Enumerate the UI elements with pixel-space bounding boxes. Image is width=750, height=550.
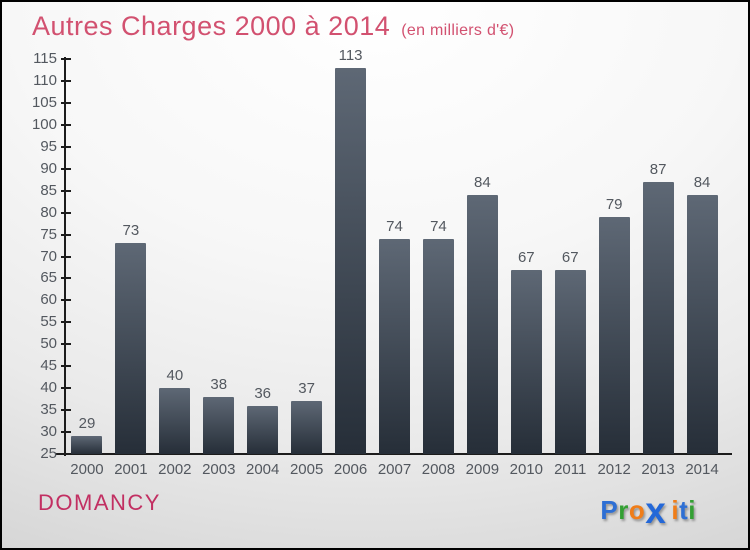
y-axis-tick [61,79,71,82]
y-axis-tick-label: 35 [40,401,57,419]
y-axis-tick-label: 25 [40,445,57,462]
y-axis-tick [61,211,71,214]
y-axis-tick-label: 110 [33,71,57,89]
bar-value-label: 37 [298,380,315,398]
y-axis-tick-label: 100 [31,115,57,133]
logo-letter: i [688,495,696,525]
x-axis-tick-label: 2002 [158,461,192,478]
bar-value-label: 67 [517,248,535,266]
y-axis-tick-label: 95 [40,137,57,155]
x-axis-tick-label: 2011 [554,461,587,478]
bar [510,269,542,454]
y-axis-tick [61,277,71,280]
y-axis-tick [61,453,71,455]
y-axis-tick-label: 85 [40,181,57,199]
bar [598,217,630,454]
bar-value-label: 87 [649,160,667,178]
bar [71,436,103,454]
y-axis-tick [61,167,71,170]
bar [203,396,235,454]
y-axis-tick-label: 30 [40,423,57,441]
logo-letter: o [628,495,646,525]
y-axis-tick [61,299,71,302]
bar [247,405,279,454]
y-axis-tick [61,387,71,390]
y-axis-tick-label: 50 [40,335,57,353]
x-axis-tick-label: 2000 [70,461,104,478]
y-axis-tick-label: 115 [33,50,57,67]
y-axis-tick [61,255,71,258]
y-axis-tick-label: 45 [40,357,57,375]
x-axis-tick-label: 2010 [509,461,543,478]
y-axis-tick-label: 80 [40,203,57,221]
bar-value-label: 67 [561,248,579,266]
logo-letter: x [645,490,667,531]
y-axis-tick [61,101,71,104]
x-axis-line [56,453,732,455]
y-axis-tick-label: 55 [40,313,57,331]
bar [159,388,191,454]
y-axis-tick-label: 105 [31,93,57,111]
bar [291,401,323,454]
x-axis-tick-label: 2014 [685,461,719,478]
bar [642,181,674,454]
logo-letter: t [679,495,689,525]
chart-subtitle: (en milliers d'€) [401,22,515,39]
bar [686,195,718,454]
y-axis-tick [61,343,71,346]
bar-value-label: 40 [166,367,184,385]
bar [335,67,367,454]
y-axis-tick [61,145,71,148]
x-axis-tick-label: 2012 [597,461,631,478]
y-axis-tick [61,431,71,434]
y-axis-tick [61,233,71,236]
bar-value-label: 74 [386,217,403,235]
bar [422,238,454,454]
y-axis-tick [61,123,71,126]
y-axis-tick-label: 60 [40,291,57,309]
x-axis-tick-label: 2013 [641,461,675,478]
y-axis-tick [61,58,71,60]
y-axis-tick-label: 70 [40,247,57,265]
bar [466,195,498,454]
y-axis-tick [61,321,71,324]
bar [554,269,586,454]
bar [115,243,147,454]
x-axis-tick-label: 2004 [246,461,280,478]
logo-letter: r [618,495,629,525]
y-axis-tick-label: 65 [40,269,57,287]
bar-value-label: 73 [122,222,140,240]
logo-letter: i [671,495,680,525]
x-axis-tick-label: 2001 [114,461,148,478]
x-axis-tick-label: 2009 [465,461,500,478]
y-axis-tick [61,409,71,412]
bar-value-label: 84 [693,174,711,192]
y-axis-tick-label: 75 [40,225,57,243]
bar-value-label: 36 [254,384,272,402]
bar-value-label: 29 [78,415,96,433]
bar-value-label: 113 [338,46,363,64]
y-axis-tick [61,189,71,192]
plot-area: 115 110 105 100 95 90 85 80 75 70 65 60 55 50 45 40 35 30… [32,47,732,478]
x-axis-tick-label: 2006 [333,461,368,478]
x-axis-tick-label: 2005 [289,461,324,478]
y-axis-tick-label: 40 [40,379,57,397]
bar-value-label: 84 [474,174,491,192]
x-axis-tick-label: 2003 [202,461,236,478]
y-axis-tick [61,365,71,368]
bar [379,238,410,454]
chart-header: Autres Charges 2000 à 2014 (en milliers … [32,11,514,42]
bar-value-label: 74 [430,217,447,235]
bar-value-label: 38 [210,375,228,393]
bar-value-label: 79 [605,196,623,213]
location-label: DOMANCY [38,490,161,515]
logo-letter: P [600,495,619,525]
y-axis-tick-label: 90 [40,159,57,177]
chart-title: Autres Charges 2000 à 2014 [32,11,391,41]
proxiti-logo[interactable]: Prox iti [600,490,696,531]
x-axis-tick-label: 2007 [377,461,412,478]
x-axis-tick-label: 2008 [421,461,456,478]
